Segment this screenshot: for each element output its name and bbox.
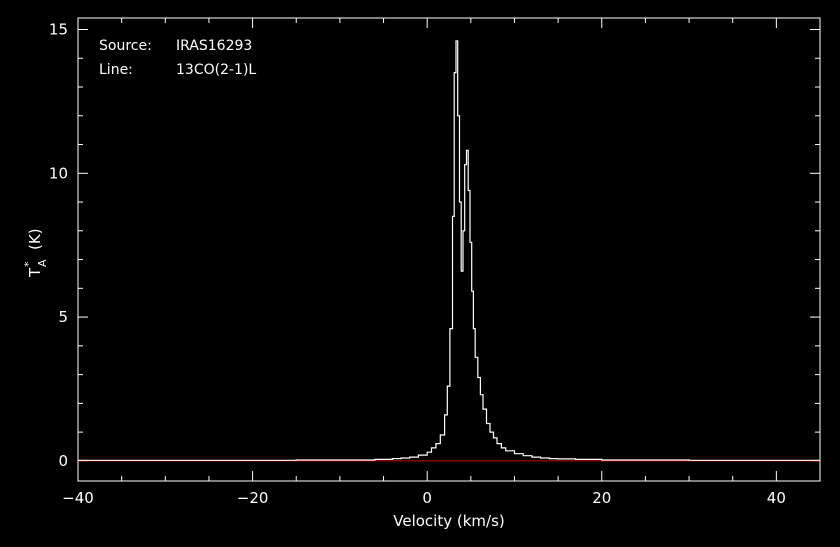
y-tick-label: 0 [58,452,68,470]
y-tick-label: 5 [58,308,68,326]
x-tick-label: −40 [62,489,94,507]
y-axis-label-main: T [26,267,44,278]
source-value: IRAS16293 [176,38,252,54]
y-axis-label-sub: A [36,259,49,267]
y-tick-label: 15 [49,21,68,39]
y-axis-label-sup: * [22,261,35,267]
plot-frame [77,17,821,482]
y-axis-label: T * A (K) [22,228,49,278]
spectrum-line [78,40,820,461]
x-tick-label: 20 [592,489,611,507]
x-tick-label: −20 [237,489,269,507]
tick-labels: −40 −20 0 20 40 0 5 10 15 [49,21,786,507]
line-value: 13CO(2-1)L [176,62,256,78]
x-tick-label: 0 [422,489,432,507]
x-tick-label: 40 [767,489,786,507]
y-tick-label: 10 [49,164,68,182]
y-axis-label-unit: (K) [26,228,44,250]
line-label: Line: [99,62,133,78]
x-axis-label: Velocity (km/s) [393,512,504,530]
source-label: Source: [99,38,152,54]
